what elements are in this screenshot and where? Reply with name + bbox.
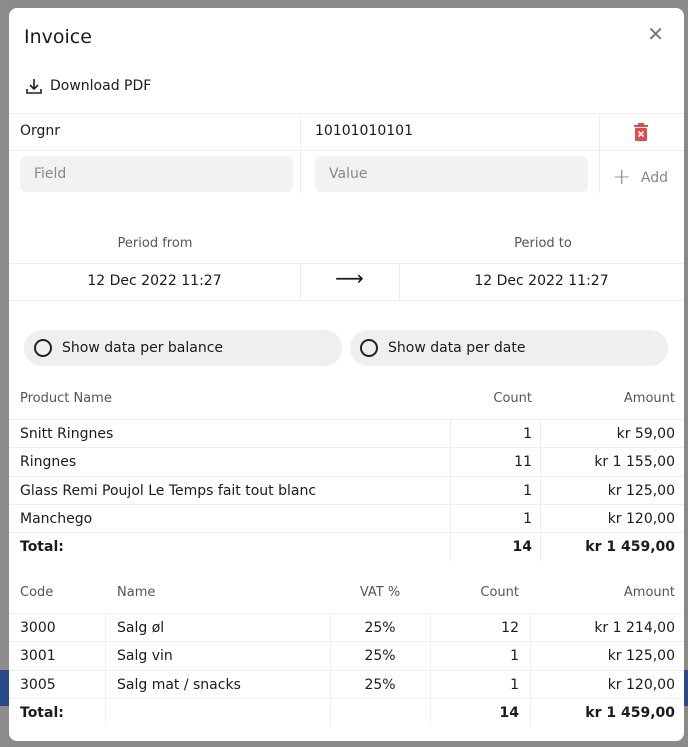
background-page [0, 0, 9, 747]
table-cell: 3005 [20, 676, 56, 693]
table-cell: Salg mat / snacks [117, 676, 241, 693]
download-pdf-button[interactable]: Download PDF [25, 77, 151, 95]
table-cell: Salg øl [117, 620, 165, 636]
table-cell: kr 59,00 [616, 426, 675, 442]
delete-icon[interactable] [633, 123, 649, 145]
radio-icon [360, 339, 378, 357]
table-cell: kr 120,00 [607, 510, 675, 527]
close-icon[interactable]: ✕ [647, 22, 664, 46]
radio-icon [34, 339, 52, 357]
field-input[interactable] [20, 156, 293, 192]
divider [530, 613, 531, 727]
download-label: Download PDF [50, 78, 152, 94]
field-name: Orgnr [20, 123, 61, 139]
table-cell: kr 125,00 [607, 648, 675, 665]
divider [450, 419, 451, 561]
column-header: Product Name [20, 391, 112, 406]
table-cell: 25% [364, 676, 396, 693]
period-to-value[interactable]: 12 Dec 2022 11:27 [474, 273, 609, 289]
period-from-label: Period from [117, 236, 193, 251]
divider [9, 613, 684, 614]
table-cell: kr 125,00 [607, 482, 675, 499]
divider [105, 613, 106, 727]
table-cell: Manchego [20, 510, 93, 527]
plus-icon: + [612, 165, 631, 190]
background-bar [684, 670, 688, 706]
table-cell: 3001 [20, 648, 56, 665]
table-cell: 25% [364, 648, 396, 665]
show-per-balance-toggle[interactable]: Show data per balance [24, 330, 342, 366]
value-input[interactable] [315, 156, 588, 192]
table-cell: 3000 [20, 620, 56, 636]
divider [9, 503, 684, 505]
total-cell: kr 1 459,00 [585, 704, 675, 721]
period-to-label: Period to [514, 236, 572, 251]
total-cell: 14 [499, 704, 519, 721]
table-cell: 1 [523, 510, 532, 527]
table-cell: 1 [523, 426, 532, 442]
table-cell: kr 1 214,00 [594, 620, 675, 636]
total-cell: kr 1 459,00 [585, 539, 675, 556]
table-cell: Glass Remi Poujol Le Temps fait tout bla… [20, 482, 317, 499]
divider [430, 613, 431, 727]
table-cell: Snitt Ringnes [20, 426, 114, 442]
divider [9, 669, 684, 671]
column-header: VAT % [359, 585, 401, 600]
column-header: Count [480, 585, 519, 600]
divider [9, 532, 684, 534]
total-cell: 14 [512, 539, 532, 556]
total-cell: Total: [20, 704, 64, 721]
table-cell: 25% [364, 620, 396, 636]
column-header: Amount [623, 585, 675, 600]
table-cell: Ringnes [20, 454, 77, 471]
table-cell: Salg vin [117, 648, 173, 665]
column-header: Name [117, 585, 156, 600]
download-icon [26, 79, 42, 94]
table-cell: 1 [510, 648, 519, 665]
table-cell: 1 [510, 676, 519, 693]
divider [330, 613, 331, 727]
add-button[interactable]: + Add [612, 165, 668, 190]
divider [9, 419, 684, 420]
divider [9, 641, 684, 643]
total-cell: Total: [20, 539, 64, 556]
show-per-date-toggle[interactable]: Show data per date [350, 330, 668, 366]
arrow-right-icon: ⟶ [335, 266, 364, 290]
toggle-label: Show data per balance [62, 340, 224, 356]
toggle-label: Show data per date [388, 340, 526, 356]
period-from-value[interactable]: 12 Dec 2022 11:27 [87, 273, 222, 289]
table-cell: 12 [501, 620, 519, 636]
field-value: 10101010101 [315, 123, 413, 139]
divider [9, 475, 684, 477]
add-label: Add [640, 169, 668, 186]
table-cell: 11 [514, 454, 532, 471]
table-cell: kr 120,00 [607, 676, 675, 693]
invoice-modal: Invoice ✕ Download PDF Orgnr 10101010101… [9, 8, 684, 741]
column-header: Code [20, 585, 54, 600]
divider [9, 447, 684, 449]
column-header: Amount [623, 391, 675, 406]
divider [9, 697, 684, 699]
modal-title: Invoice [24, 26, 92, 48]
background-bar [0, 670, 9, 706]
table-cell: kr 1 155,00 [594, 454, 675, 471]
table-cell: 1 [523, 482, 532, 499]
column-header: Count [493, 391, 532, 406]
divider [540, 419, 541, 561]
